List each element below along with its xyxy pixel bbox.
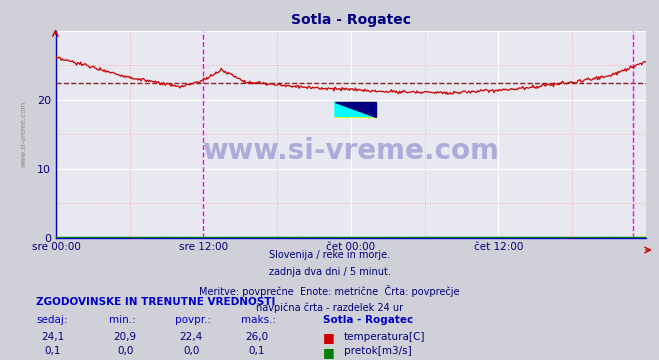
Text: 0,1: 0,1 bbox=[44, 346, 61, 356]
Text: ZGODOVINSKE IN TRENUTNE VREDNOSTI: ZGODOVINSKE IN TRENUTNE VREDNOSTI bbox=[36, 297, 275, 307]
Text: 0,0: 0,0 bbox=[117, 346, 133, 356]
Text: 0,0: 0,0 bbox=[183, 346, 199, 356]
Text: sedaj:: sedaj: bbox=[36, 315, 68, 325]
Text: zadnja dva dni / 5 minut.: zadnja dva dni / 5 minut. bbox=[269, 267, 390, 278]
Text: 24,1: 24,1 bbox=[41, 332, 65, 342]
Text: Sotla - Rogatec: Sotla - Rogatec bbox=[323, 315, 413, 325]
Text: 22,4: 22,4 bbox=[179, 332, 203, 342]
Text: 0,1: 0,1 bbox=[248, 346, 266, 356]
Text: ■: ■ bbox=[323, 331, 335, 344]
Text: www.si-vreme.com: www.si-vreme.com bbox=[20, 101, 26, 167]
Text: 26,0: 26,0 bbox=[245, 332, 269, 342]
Text: Slovenija / reke in morje.: Slovenija / reke in morje. bbox=[269, 250, 390, 260]
Text: povpr.:: povpr.: bbox=[175, 315, 211, 325]
Polygon shape bbox=[335, 102, 376, 117]
Polygon shape bbox=[335, 102, 376, 117]
Text: min.:: min.: bbox=[109, 315, 136, 325]
Text: navpična črta - razdelek 24 ur: navpična črta - razdelek 24 ur bbox=[256, 302, 403, 312]
Text: Meritve: povprečne  Enote: metrične  Črta: povprečje: Meritve: povprečne Enote: metrične Črta:… bbox=[199, 285, 460, 297]
Title: Sotla - Rogatec: Sotla - Rogatec bbox=[291, 13, 411, 27]
Text: pretok[m3/s]: pretok[m3/s] bbox=[344, 346, 412, 356]
Text: temperatura[C]: temperatura[C] bbox=[344, 332, 426, 342]
Text: ■: ■ bbox=[323, 346, 335, 359]
Text: 20,9: 20,9 bbox=[113, 332, 137, 342]
Text: www.si-vreme.com: www.si-vreme.com bbox=[202, 137, 500, 165]
Text: maks.:: maks.: bbox=[241, 315, 275, 325]
Bar bbox=[335, 102, 376, 117]
